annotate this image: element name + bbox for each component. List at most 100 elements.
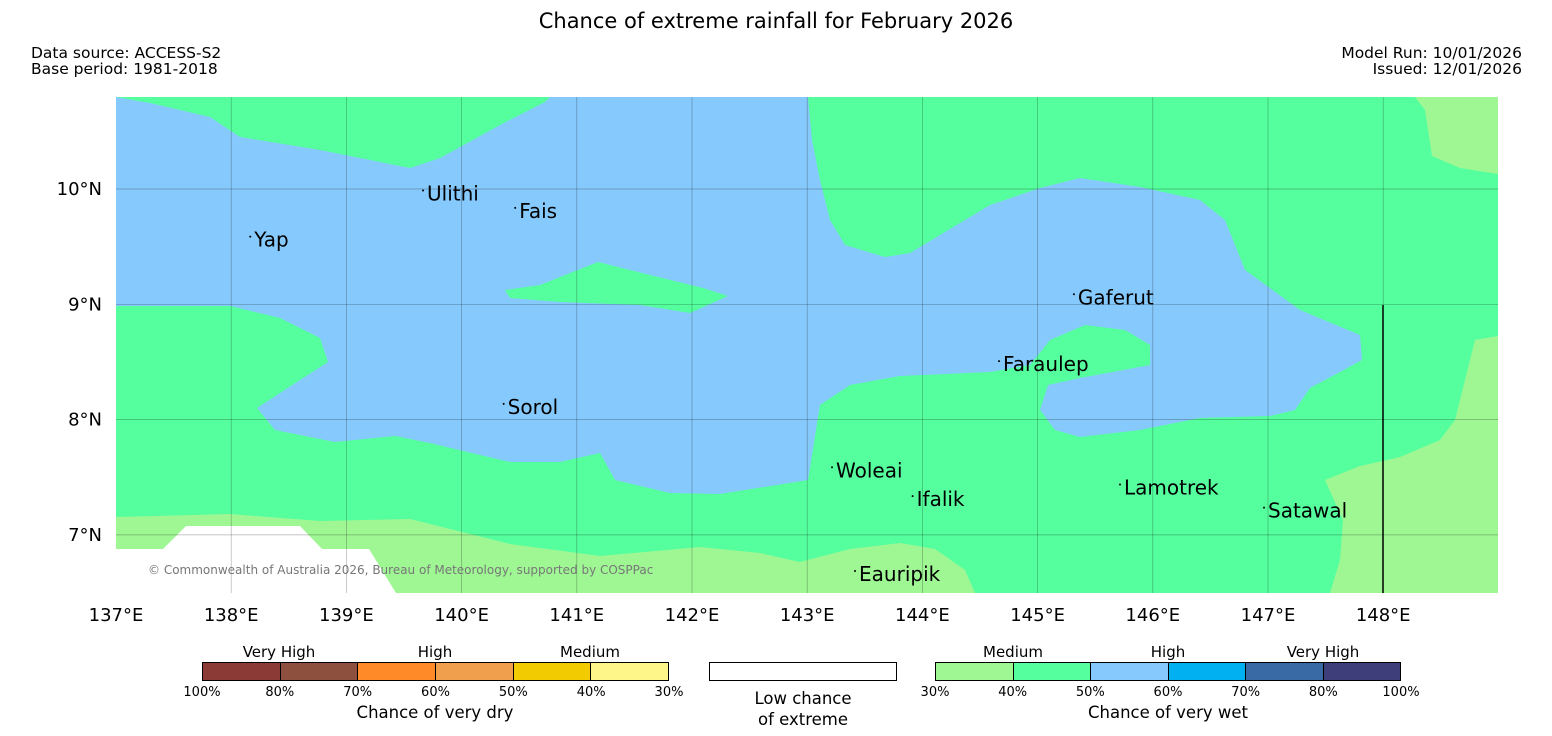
legend-wet-caption: Chance of very wet xyxy=(1088,703,1248,722)
legend-swatch xyxy=(591,663,669,680)
lon-tick-label: 143°E xyxy=(780,605,835,626)
place-labels: Yap Ulithi Fais Gaferut Faraulep Sorol Woleai I… xyxy=(249,182,1347,586)
lat-tick-label: 9°N xyxy=(68,294,102,315)
lon-tick-label: 148°E xyxy=(1356,605,1411,626)
island-marker xyxy=(854,570,857,573)
place-label-woleai: Woleai xyxy=(836,458,903,482)
legend-low-line2: of extreme xyxy=(757,710,849,729)
longitude-ticks: 137°E 138°E 139°E 140°E 141°E 142°E 143°E 144°E… xyxy=(89,605,1411,626)
legend-low-chance: Low chance of extreme xyxy=(709,643,897,733)
legend-swatch xyxy=(358,663,437,680)
lon-tick-label: 146°E xyxy=(1125,605,1180,626)
place-label-sorol: Sorol xyxy=(508,395,559,419)
legend-tick-label: 30% xyxy=(920,685,950,700)
legend-dry-caption: Chance of very dry xyxy=(356,703,514,722)
issued-date: Issued: 12/01/2026 xyxy=(1372,59,1522,78)
region-low-chance xyxy=(116,526,396,593)
map-grid xyxy=(116,97,1498,593)
island-marker xyxy=(422,189,425,192)
lon-tick-label: 139°E xyxy=(319,605,374,626)
legend-swatch xyxy=(1013,663,1091,680)
place-label-satawal: Satawal xyxy=(1268,499,1347,523)
island-marker xyxy=(514,206,517,209)
data-source: Data source: ACCESS-S2 xyxy=(31,44,222,62)
place-label-ulithi: Ulithi xyxy=(427,182,479,206)
place-label-faraulep: Faraulep xyxy=(1003,352,1089,376)
legend-tick-label: 40% xyxy=(998,685,1028,700)
legend-swatch xyxy=(936,663,1014,680)
legend-tick-label: 50% xyxy=(1075,685,1105,700)
legend-dry-cat-3: Medium xyxy=(560,643,620,661)
legend-tick-label: 40% xyxy=(576,685,606,700)
legend-swatch xyxy=(1168,663,1246,680)
lon-tick-label: 137°E xyxy=(89,605,144,626)
legend-wet-cat-1: Medium xyxy=(983,643,1043,661)
legend-tick-label: 80% xyxy=(265,685,295,700)
island-marker xyxy=(1263,506,1265,509)
place-label-yap: Yap xyxy=(253,228,288,252)
island-marker xyxy=(249,235,252,238)
region-wet-50-60 xyxy=(116,97,1362,494)
legend-swatch xyxy=(1323,663,1400,680)
map-regions xyxy=(116,97,1498,593)
legend-tick-label: 70% xyxy=(343,685,373,700)
lon-tick-label: 145°E xyxy=(1010,605,1065,626)
lon-tick-label: 138°E xyxy=(204,605,259,626)
lon-tick-label: 147°E xyxy=(1241,605,1296,626)
place-label-ifalik: Ifalik xyxy=(917,487,965,511)
lat-tick-label: 10°N xyxy=(57,179,102,200)
latitude-ticks: 10°N 9°N 8°N 7°N xyxy=(57,179,102,546)
place-label-lamotrek: Lamotrek xyxy=(1124,476,1219,500)
region-wet-30-40-east xyxy=(1325,336,1498,593)
lon-tick-label: 140°E xyxy=(434,605,489,626)
lon-tick-label: 142°E xyxy=(665,605,720,626)
legend-tick-label: 50% xyxy=(498,685,528,700)
legend-very-wet: Medium High Very High 30% 40% 50% 60% 70% 80%… xyxy=(921,643,1420,733)
lat-tick-label: 7°N xyxy=(68,525,102,546)
legend-tick-label: 70% xyxy=(1231,685,1261,700)
copyright: © Commonwealth of Australia 2026, Bureau… xyxy=(148,563,653,577)
legend-dry-colorbar xyxy=(202,662,669,681)
rainfall-map: Yap Ulithi Fais Gaferut Faraulep Sorol Woleai I… xyxy=(57,97,1498,626)
legend-very-dry: Very High High Medium 100% 80% 70% 60% 50% 40… xyxy=(183,643,683,733)
legend-dry-cat-1: Very High xyxy=(242,643,316,661)
legend-dry-cat-2: High xyxy=(417,643,453,661)
map-title: Chance of extreme rainfall for February … xyxy=(538,9,1014,33)
island-marker xyxy=(1072,293,1075,296)
island-marker xyxy=(502,402,505,405)
legend-swatch xyxy=(436,663,514,680)
model-run: Model Run: 10/01/2026 xyxy=(1341,44,1522,62)
region-wet-30-40-northeast xyxy=(1415,97,1498,174)
legend-tick-label: 30% xyxy=(654,685,684,700)
legend-tick-label: 60% xyxy=(421,685,450,700)
place-label-eauripik: Eauripik xyxy=(859,562,941,586)
data-info: Data source: ACCESS-S2 Base period: 1981… xyxy=(31,44,222,78)
island-marker xyxy=(831,466,833,469)
base-period: Base period: 1981-2018 xyxy=(31,59,218,78)
legend-wet-cat-3: Very High xyxy=(1286,643,1360,661)
legend-swatch xyxy=(1246,663,1324,680)
legend-tick-label: 100% xyxy=(1382,685,1420,700)
lat-tick-label: 8°N xyxy=(68,410,102,431)
legend-tick-label: 80% xyxy=(1308,685,1338,700)
place-label-fais: Fais xyxy=(519,199,557,223)
legend-tick-label: 60% xyxy=(1153,685,1183,700)
place-label-gaferut: Gaferut xyxy=(1078,285,1154,309)
legend-wet-cat-2: High xyxy=(1150,643,1186,661)
legend-low-swatch xyxy=(709,662,897,681)
island-marker xyxy=(911,495,914,498)
legend-swatch xyxy=(203,663,281,680)
legend-swatch xyxy=(1091,663,1169,680)
legend-swatch xyxy=(513,663,592,680)
legend-low-caption: Low chance of extreme xyxy=(709,688,897,730)
legend-tick-label: 100% xyxy=(183,685,221,700)
island-marker xyxy=(998,360,1001,363)
lon-tick-label: 144°E xyxy=(895,605,950,626)
lon-tick-label: 141°E xyxy=(549,605,604,626)
island-marker xyxy=(1119,483,1121,486)
legend-wet-colorbar xyxy=(935,662,1401,681)
legend-swatch xyxy=(280,663,359,680)
legend-low-line1: Low chance xyxy=(754,689,852,708)
run-info: Model Run: 10/01/2026 Issued: 12/01/2026 xyxy=(1341,44,1522,78)
region-wet-40-50-island xyxy=(505,262,728,313)
